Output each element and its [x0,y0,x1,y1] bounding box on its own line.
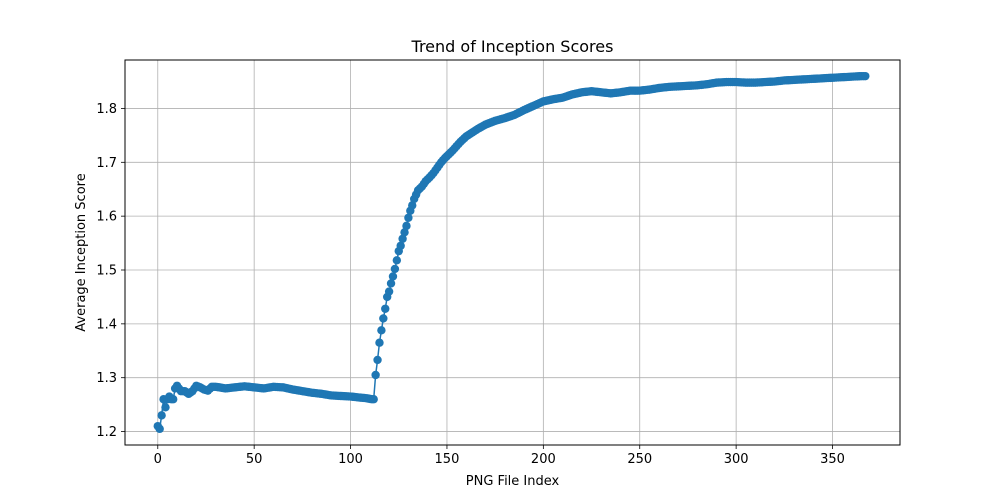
plot-area-frame [124,59,901,446]
data-point [169,395,178,404]
series-markers [153,71,870,434]
data-point [157,411,166,420]
grid-lines [125,60,900,445]
data-point [375,338,384,347]
data-point [392,256,402,265]
x-axis-label: PNG File Index [466,474,560,489]
data-point [388,272,398,281]
x-tick-label: 250 [627,452,652,467]
data-point [384,287,394,296]
y-tick-label: 1.5 [96,264,117,279]
y-tick-label: 1.7 [96,156,117,171]
data-point [400,228,409,237]
y-tick-label: 1.2 [96,425,117,440]
x-tick-label: 0 [154,452,162,467]
data-point [373,355,382,365]
y-tick-label: 1.4 [96,317,117,332]
chart-title: Trend of Inception Scores [411,37,614,56]
x-tick-label: 200 [531,452,556,467]
axis-ticks: 0 50 100 150 200 250 300 350 1.2 1.3 1.4 1.5 1.6 1.7 1… [96,102,845,467]
data-point [371,370,380,380]
y-tick-label: 1.3 [96,371,117,386]
data-point [379,314,388,323]
data-point [404,213,413,222]
y-tick-label: 1.8 [96,102,117,117]
data-point [398,234,407,243]
data-point [396,241,405,250]
data-point [377,326,386,335]
data-point [161,403,170,412]
data-point [155,424,164,434]
x-tick-label: 150 [435,452,460,467]
data-point [861,71,870,81]
x-tick-label: 350 [820,452,845,467]
y-tick-label: 1.6 [96,210,117,225]
data-point [369,395,378,404]
data-point [381,304,390,313]
data-point [408,201,417,210]
x-tick-label: 100 [338,452,363,467]
data-point [390,264,400,274]
x-tick-label: 50 [246,452,263,467]
x-tick-label: 300 [724,452,749,467]
y-axis-label: Average Inception Score [74,173,89,331]
data-point [402,221,411,231]
data-point [386,279,396,288]
